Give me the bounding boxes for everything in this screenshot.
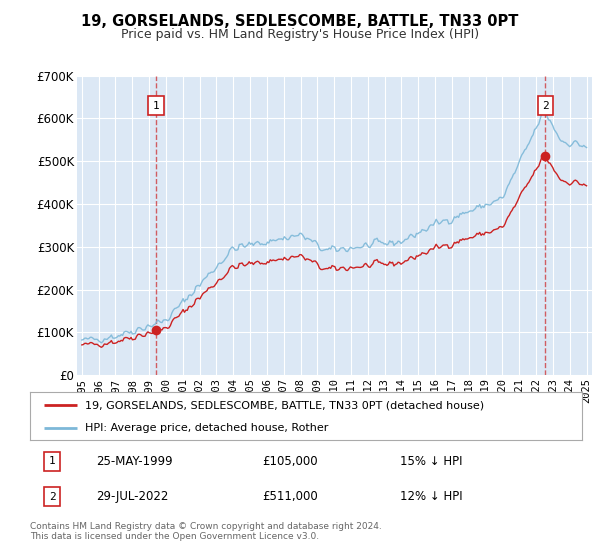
Text: £511,000: £511,000 bbox=[262, 491, 317, 503]
Text: 29-JUL-2022: 29-JUL-2022 bbox=[96, 491, 169, 503]
Text: 19, GORSELANDS, SEDLESCOMBE, BATTLE, TN33 0PT: 19, GORSELANDS, SEDLESCOMBE, BATTLE, TN3… bbox=[82, 14, 518, 29]
Text: Contains HM Land Registry data © Crown copyright and database right 2024.
This d: Contains HM Land Registry data © Crown c… bbox=[30, 522, 382, 542]
Text: 19, GORSELANDS, SEDLESCOMBE, BATTLE, TN33 0PT (detached house): 19, GORSELANDS, SEDLESCOMBE, BATTLE, TN3… bbox=[85, 400, 484, 410]
Text: 1: 1 bbox=[49, 456, 55, 466]
Text: 25-MAY-1999: 25-MAY-1999 bbox=[96, 455, 173, 468]
Text: 15% ↓ HPI: 15% ↓ HPI bbox=[400, 455, 463, 468]
Text: 2: 2 bbox=[49, 492, 55, 502]
Text: Price paid vs. HM Land Registry's House Price Index (HPI): Price paid vs. HM Land Registry's House … bbox=[121, 28, 479, 41]
Text: 1: 1 bbox=[152, 101, 159, 110]
Text: HPI: Average price, detached house, Rother: HPI: Average price, detached house, Roth… bbox=[85, 423, 329, 433]
Text: 2: 2 bbox=[542, 101, 549, 110]
Text: £105,000: £105,000 bbox=[262, 455, 317, 468]
Text: 12% ↓ HPI: 12% ↓ HPI bbox=[400, 491, 463, 503]
